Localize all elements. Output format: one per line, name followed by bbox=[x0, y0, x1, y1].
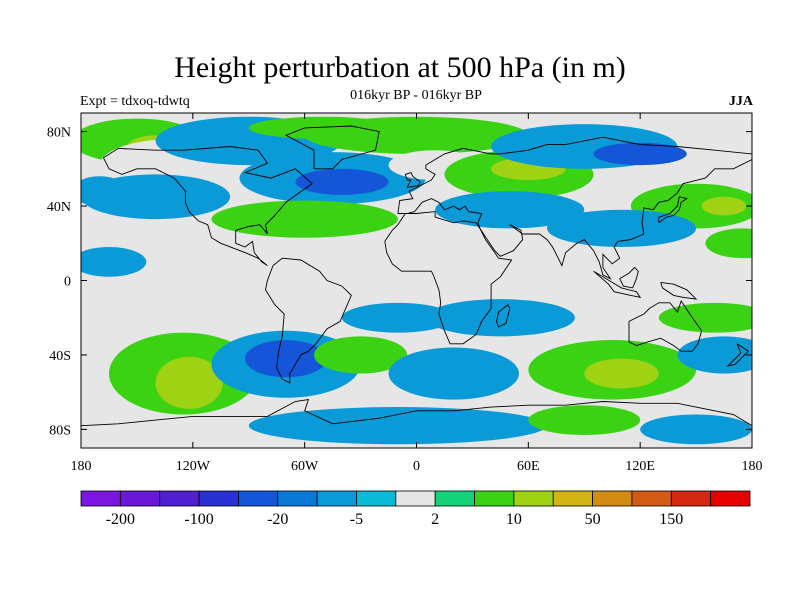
coastline-borneo bbox=[619, 266, 639, 289]
colorbar-label: -20 bbox=[267, 511, 288, 528]
coastline-indonesia bbox=[593, 270, 642, 298]
experiment-label: Expt = tdxoq-tdwtq bbox=[80, 94, 190, 109]
lat-tick-label: 40N bbox=[47, 200, 71, 215]
lon-tick-label: 180 bbox=[742, 459, 763, 474]
anomaly-region bbox=[528, 405, 641, 435]
colorbar-label: -100 bbox=[184, 511, 213, 528]
colorbar-swatch bbox=[552, 490, 593, 507]
anomaly-region bbox=[248, 407, 547, 445]
lon-tick-label: 0 bbox=[413, 459, 420, 474]
colorbar-swatch bbox=[631, 490, 672, 507]
colorbar-swatch bbox=[434, 490, 475, 507]
anomaly-region bbox=[425, 299, 575, 337]
colorbar-swatch bbox=[119, 490, 161, 507]
lon-tick-label: 120E bbox=[625, 459, 655, 474]
coastline-great-britain bbox=[404, 172, 421, 188]
colorbar-label: 2 bbox=[431, 511, 439, 528]
lat-tick-label: 80S bbox=[49, 423, 71, 438]
anomaly-region bbox=[304, 116, 529, 154]
map-title: Height perturbation at 500 hPa (in m) bbox=[174, 51, 626, 84]
anomaly-region bbox=[81, 176, 128, 207]
colorbar-swatch bbox=[474, 490, 515, 507]
anomaly-region bbox=[211, 200, 398, 238]
anomaly-region bbox=[677, 336, 752, 374]
lon-tick-label: 180 bbox=[71, 459, 92, 474]
anomaly-region bbox=[658, 302, 752, 333]
anomaly-region bbox=[245, 340, 328, 378]
coastline-greenland bbox=[284, 125, 380, 170]
coastline-australia bbox=[628, 299, 703, 352]
anomaly-region bbox=[295, 168, 389, 195]
map-subtitle: 016kyr BP - 016kyr BP bbox=[350, 88, 482, 103]
anomaly-region bbox=[155, 356, 223, 409]
colorbar-swatch bbox=[356, 490, 397, 507]
coastline-new-guinea bbox=[660, 281, 698, 300]
colorbar-label: -200 bbox=[106, 511, 135, 528]
lon-tick-label: 60E bbox=[517, 459, 540, 474]
lat-tick-label: 0 bbox=[64, 275, 71, 290]
colorbar-label: 10 bbox=[506, 511, 522, 528]
colorbar-swatch bbox=[80, 490, 121, 507]
colorbar: -200 -100 -20 -5 2 10 50 150 bbox=[80, 490, 751, 528]
anomaly-region bbox=[584, 358, 659, 389]
coastlines bbox=[81, 125, 752, 427]
lat-tick-label: 40S bbox=[49, 349, 71, 364]
coastline-new-zealand bbox=[726, 343, 750, 367]
lon-tick-label: 60W bbox=[291, 459, 319, 474]
coastline-south-america bbox=[265, 257, 352, 384]
colorbar-label: -5 bbox=[350, 511, 363, 528]
coastline-madagascar bbox=[496, 304, 511, 328]
lat-tick-label: 80N bbox=[47, 126, 71, 141]
anomaly-region bbox=[640, 414, 752, 445]
colorbar-swatch bbox=[198, 490, 239, 507]
colorbar-label: 150 bbox=[659, 511, 683, 528]
colorbar-swatch bbox=[592, 490, 633, 507]
colorbar-swatch bbox=[710, 490, 751, 507]
anomaly-region bbox=[313, 336, 408, 374]
axis-ticks: 80N 40N 0 40S 80S 180 120W 60W 0 60E 120E 180 bbox=[47, 113, 763, 474]
coastline-north-america bbox=[102, 146, 313, 266]
anomaly-region bbox=[593, 142, 687, 166]
anomaly-region bbox=[435, 191, 585, 229]
colorbar-swatch bbox=[395, 490, 436, 507]
colorbar-label: 50 bbox=[585, 511, 601, 528]
coastline-africa bbox=[384, 211, 513, 345]
map-plot-area bbox=[81, 113, 752, 448]
anomaly-region bbox=[705, 228, 752, 259]
coastline-eurasia bbox=[397, 136, 752, 280]
colorbar-swatch bbox=[159, 490, 200, 507]
anomaly-region bbox=[388, 347, 520, 400]
anomaly-region bbox=[701, 196, 747, 216]
coastline-antarctica bbox=[81, 399, 752, 427]
anomaly-region bbox=[341, 302, 454, 333]
coastline-japan bbox=[658, 196, 688, 224]
season-label: JJA bbox=[728, 94, 753, 109]
anomaly-region bbox=[81, 247, 147, 277]
colorbar-swatch bbox=[277, 490, 318, 507]
colorbar-swatch bbox=[670, 490, 712, 507]
colorbar-swatch bbox=[513, 490, 554, 507]
colorbar-swatch bbox=[238, 490, 279, 507]
colorbar-swatch bbox=[316, 490, 357, 507]
lon-tick-label: 120W bbox=[176, 459, 211, 474]
